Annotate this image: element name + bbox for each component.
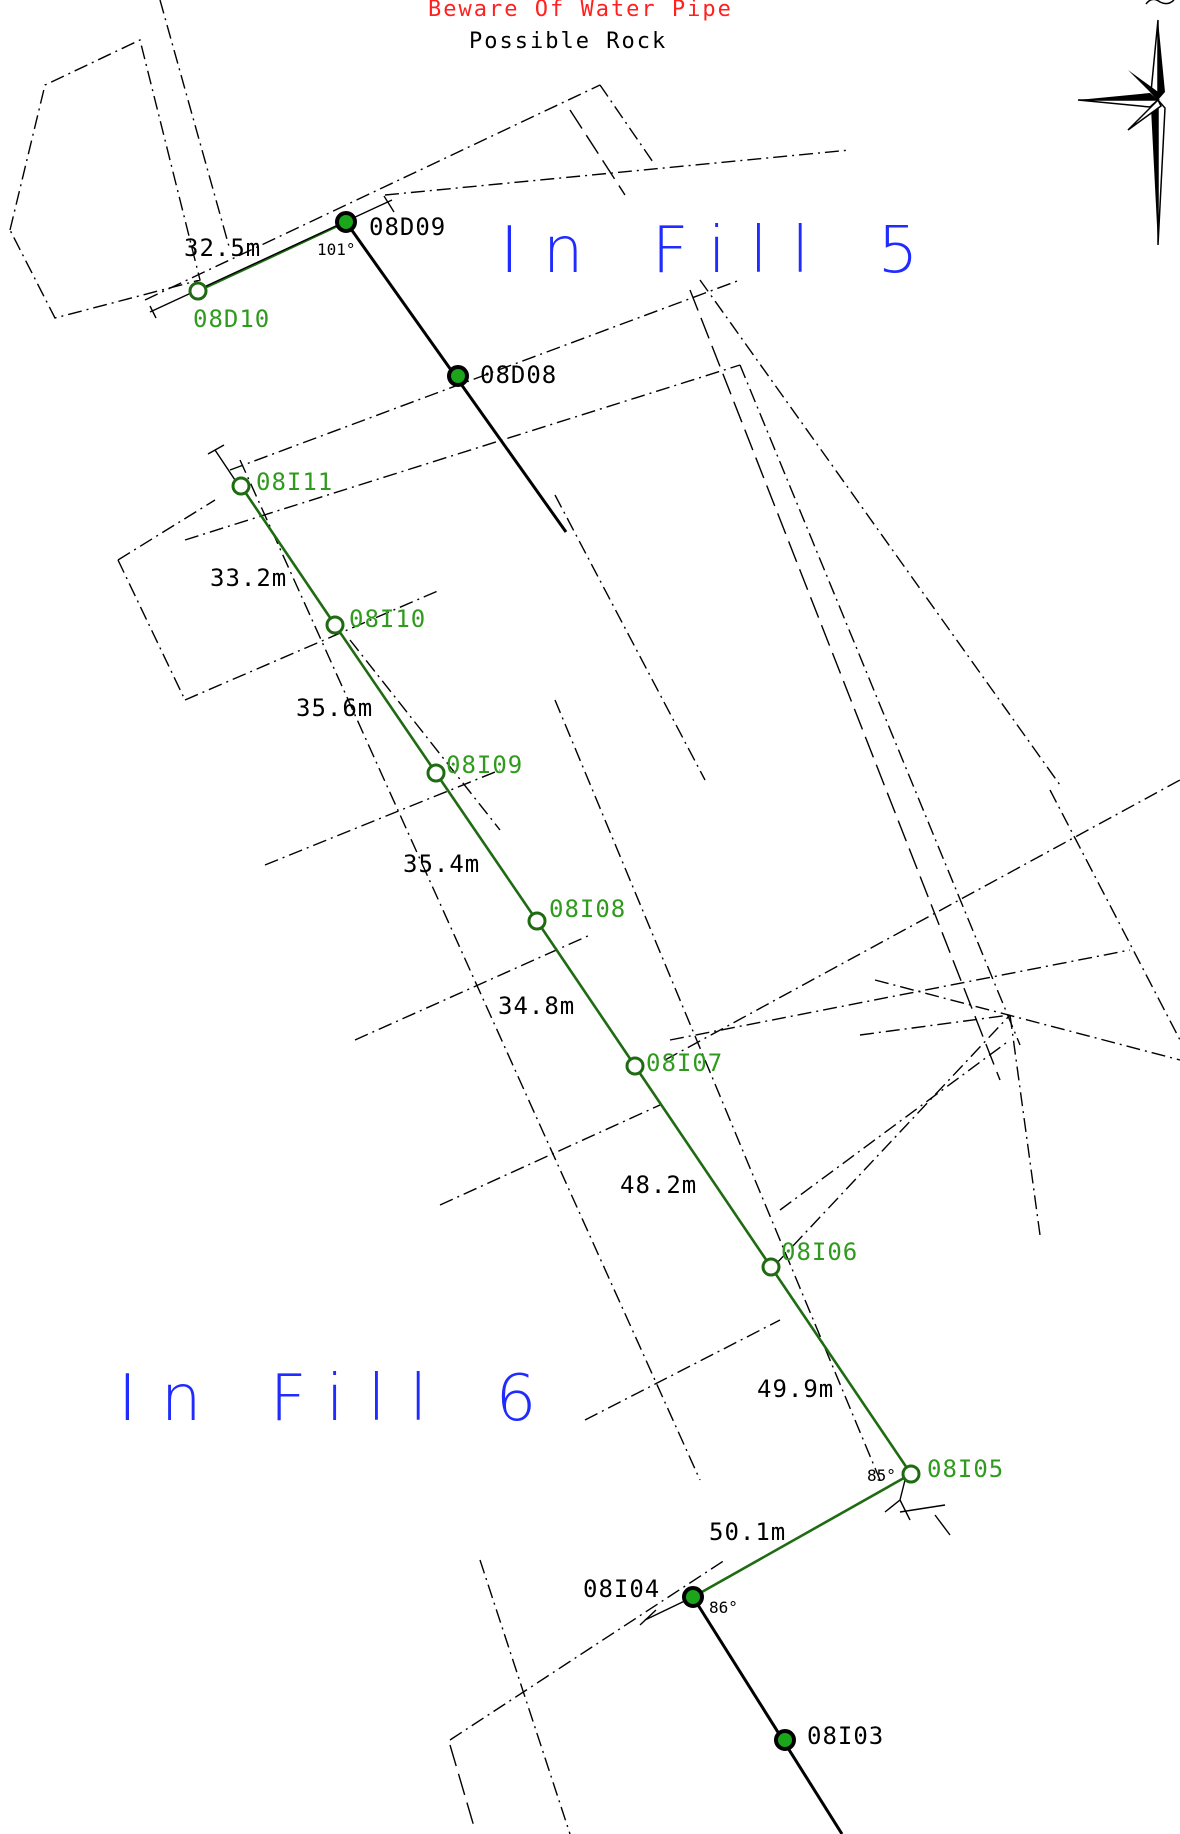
node-label-08D09: 08D09 [369,213,446,241]
segment-length-08I07-08I06: 48.2m [620,1171,697,1199]
node-label-08I10: 08I10 [349,605,426,633]
manhole-08D10[interactable] [188,281,208,301]
possible-rock-note: Possible Rock [469,29,667,54]
node-label-08I03: 08I03 [807,1722,884,1750]
node-label-08I05: 08I05 [927,1455,1004,1483]
zone-label-fill6: In Fill 6 [118,1362,560,1436]
manhole-08I09[interactable] [426,763,446,783]
node-label-08D10: 08D10 [193,305,270,333]
manhole-08D09[interactable] [335,211,357,233]
angle-08D09: 101° [317,240,356,259]
segment-length-08I08-08I07: 34.8m [498,992,575,1020]
compass-rose-icon [1077,0,1175,246]
manhole-08I10[interactable] [325,615,345,635]
manhole-08I05[interactable] [901,1464,921,1484]
manhole-08I08[interactable] [527,911,547,931]
manhole-08I04[interactable] [682,1586,704,1608]
water-pipe-warning: Beware Of Water Pipe [428,0,733,22]
segment-length-08I10-08I09: 35.6m [296,694,373,722]
angle-08I04: 86° [709,1598,738,1617]
node-label-08I09: 08I09 [446,751,523,779]
zone-label-fill5: In Fill 5 [500,214,942,288]
segment-length-08D10-08D09: 32.5m [184,234,261,262]
manhole-08D08[interactable] [447,365,469,387]
manhole-08I06[interactable] [761,1257,781,1277]
node-label-08I06: 08I06 [781,1238,858,1266]
node-label-08I11: 08I11 [256,468,333,496]
node-label-08I04: 08I04 [583,1575,660,1603]
angle-08I05: 85° [867,1466,896,1485]
manhole-08I03[interactable] [774,1729,796,1751]
segment-length-08I09-08I08: 35.4m [403,850,480,878]
node-label-08I07: 08I07 [646,1049,723,1077]
proposed-pipe [197,220,913,1599]
manhole-08I07[interactable] [625,1056,645,1076]
segment-length-08I05-08I04: 50.1m [709,1518,786,1546]
segment-length-08I11-08I10: 33.2m [210,564,287,592]
node-label-08I08: 08I08 [549,895,626,923]
manhole-08I11[interactable] [231,476,251,496]
segment-length-08I06-08I05: 49.9m [757,1375,834,1403]
node-label-08D08: 08D08 [480,361,557,389]
